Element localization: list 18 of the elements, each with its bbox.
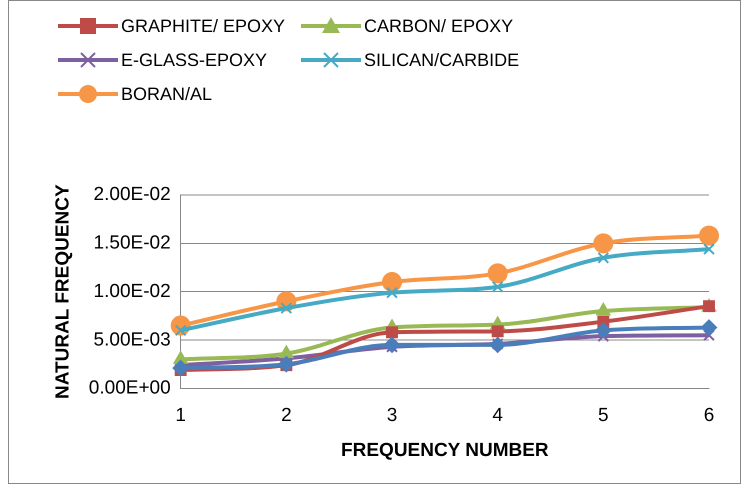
y-tick-label: 1.00E-02 [94, 280, 171, 302]
x-tick-label: 2 [281, 405, 292, 426]
x-tick-label: 6 [704, 405, 714, 426]
legend-label: BORAN/AL [121, 84, 212, 104]
x-tick-label: 5 [598, 405, 609, 426]
x-tick-label: 1 [175, 405, 186, 426]
legend-label: SILICAN/CARBIDE [364, 50, 520, 70]
x-tick-label: 3 [386, 405, 398, 426]
y-tick-label: 2.00E-02 [94, 184, 171, 206]
x-axis-title: FREQUENCY NUMBER [341, 440, 549, 461]
y-tick-label: 5.00E-03 [94, 329, 171, 350]
y-axis-title: NATURAL FREQUENCY [52, 184, 74, 400]
y-tick-label: 1.50E-02 [94, 232, 171, 254]
x-tick-label: 4 [492, 405, 504, 426]
legend-label: E-GLASS-EPOXY [121, 50, 268, 70]
y-tick-label: 0.00E+00 [88, 378, 171, 399]
legend-label: CARBON/ EPOXY [364, 16, 514, 36]
legend-label: GRAPHITE/ EPOXY [121, 16, 286, 36]
